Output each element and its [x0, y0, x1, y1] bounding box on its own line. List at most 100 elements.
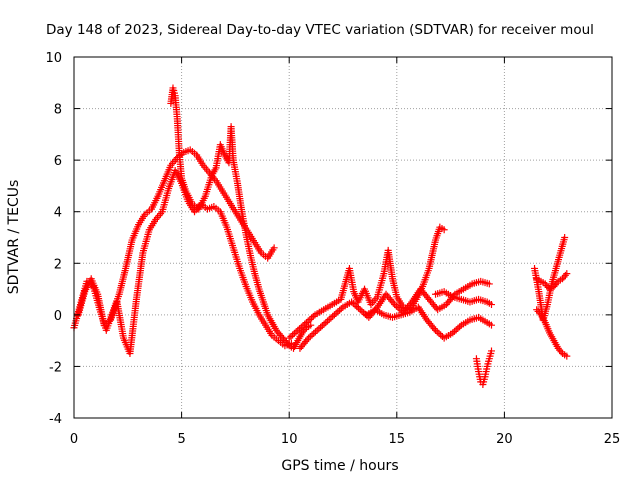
data-point-fill — [332, 309, 340, 317]
data-point-fill — [309, 312, 317, 320]
data-point-fill — [536, 309, 544, 317]
series-trace-a — [70, 146, 278, 334]
data-point — [294, 326, 302, 334]
data-point-fill — [306, 333, 314, 341]
data-point-fill — [450, 327, 458, 335]
data-point-fill — [308, 314, 316, 322]
axis-ticks — [73, 56, 613, 419]
data-point — [432, 326, 440, 334]
data-point-fill — [557, 348, 565, 356]
data-point — [391, 301, 399, 309]
data-point — [322, 319, 330, 327]
data-point-fill — [437, 331, 445, 339]
data-point-fill — [334, 308, 342, 316]
data-point-fill — [318, 322, 326, 330]
data-point — [348, 298, 356, 306]
x-axis-label: GPS time / hours — [281, 458, 398, 474]
data-point-fill — [315, 325, 323, 333]
data-point — [330, 311, 338, 319]
data-point-fill — [292, 328, 300, 336]
data-point — [487, 321, 495, 329]
data-point-fill — [308, 331, 316, 339]
data-point-fill — [394, 304, 402, 312]
data-point — [307, 321, 315, 329]
data-point — [285, 334, 293, 342]
x-tick-label: 5 — [177, 432, 185, 447]
data-point-fill — [327, 314, 335, 322]
data-point-fill — [349, 300, 357, 308]
x-tick-label: 0 — [70, 432, 78, 447]
y-tick-label: 2 — [54, 257, 62, 272]
series-trace-k — [533, 270, 571, 293]
data-point-fill — [301, 320, 309, 328]
data-point-fill — [324, 317, 332, 325]
data-point-fill — [435, 329, 443, 337]
data-point-fill — [320, 320, 328, 328]
data-point-fill — [306, 315, 314, 323]
y-tick-label: 8 — [54, 103, 62, 118]
x-tick-label: 10 — [281, 432, 298, 447]
data-point — [563, 270, 571, 278]
data-point-fill — [337, 305, 345, 313]
data-point-fill — [303, 336, 311, 344]
data-point — [485, 280, 493, 288]
series-trace-h — [472, 347, 495, 388]
y-axis-label: SDTVAR / TECUs — [6, 180, 22, 295]
data-point-fill — [289, 331, 297, 339]
y-tick-label: 4 — [54, 206, 62, 221]
series-trace-d — [285, 223, 448, 342]
data-point — [440, 226, 448, 234]
data-point-fill — [351, 301, 359, 309]
x-tick-label: 15 — [389, 432, 406, 447]
data-point — [270, 244, 278, 252]
x-tick-label: 25 — [604, 432, 621, 447]
data-point-fill — [287, 333, 295, 341]
data-point-fill — [329, 312, 337, 320]
data-point-fill — [353, 303, 361, 311]
plot-frame — [73, 56, 613, 419]
series-trace-g — [432, 288, 495, 309]
data-point-fill — [358, 307, 366, 315]
data-point-fill — [296, 325, 304, 333]
data-point-fill — [456, 323, 464, 331]
data-point-fill — [392, 302, 400, 310]
chart-title: Day 148 of 2023, Sidereal Day-to-day VTE… — [46, 22, 594, 38]
series-trace-f — [363, 303, 495, 342]
data-point-fill — [304, 317, 312, 325]
data-point — [302, 319, 310, 327]
series-trace-j — [533, 306, 571, 360]
data-point-fill — [354, 304, 362, 312]
data-point-fill — [311, 328, 319, 336]
tick-labels: 0 5 10 15 20 25 -4 -2 0 2 4 6 8 10 — [45, 51, 620, 447]
data-point-fill — [389, 299, 397, 307]
data-point-fill — [297, 323, 305, 331]
data-point-fill — [454, 324, 462, 332]
data-point — [561, 234, 569, 241]
data-point — [449, 329, 457, 337]
data-point-fill — [284, 340, 292, 348]
y-tick-label: -2 — [49, 360, 62, 375]
data-point — [313, 326, 321, 334]
data-point — [563, 352, 571, 360]
series-trace-c — [167, 84, 315, 352]
data-point — [305, 334, 313, 342]
data-point-fill — [299, 322, 307, 330]
data-point-fill — [325, 315, 333, 323]
data-point-fill — [336, 306, 344, 314]
data-point-fill — [433, 328, 441, 336]
data-point-fill — [452, 326, 460, 334]
data-point — [487, 301, 495, 309]
data-point-fill — [290, 329, 298, 337]
grid-lines — [74, 57, 612, 418]
data-series — [70, 84, 571, 388]
y-tick-label: -4 — [49, 412, 62, 427]
y-tick-label: 6 — [54, 154, 62, 169]
x-tick-label: 20 — [496, 432, 513, 447]
data-point — [487, 347, 495, 355]
y-tick-label: 10 — [45, 51, 62, 66]
data-point-fill — [310, 329, 318, 337]
data-point-fill — [561, 271, 569, 279]
data-point — [356, 306, 364, 314]
